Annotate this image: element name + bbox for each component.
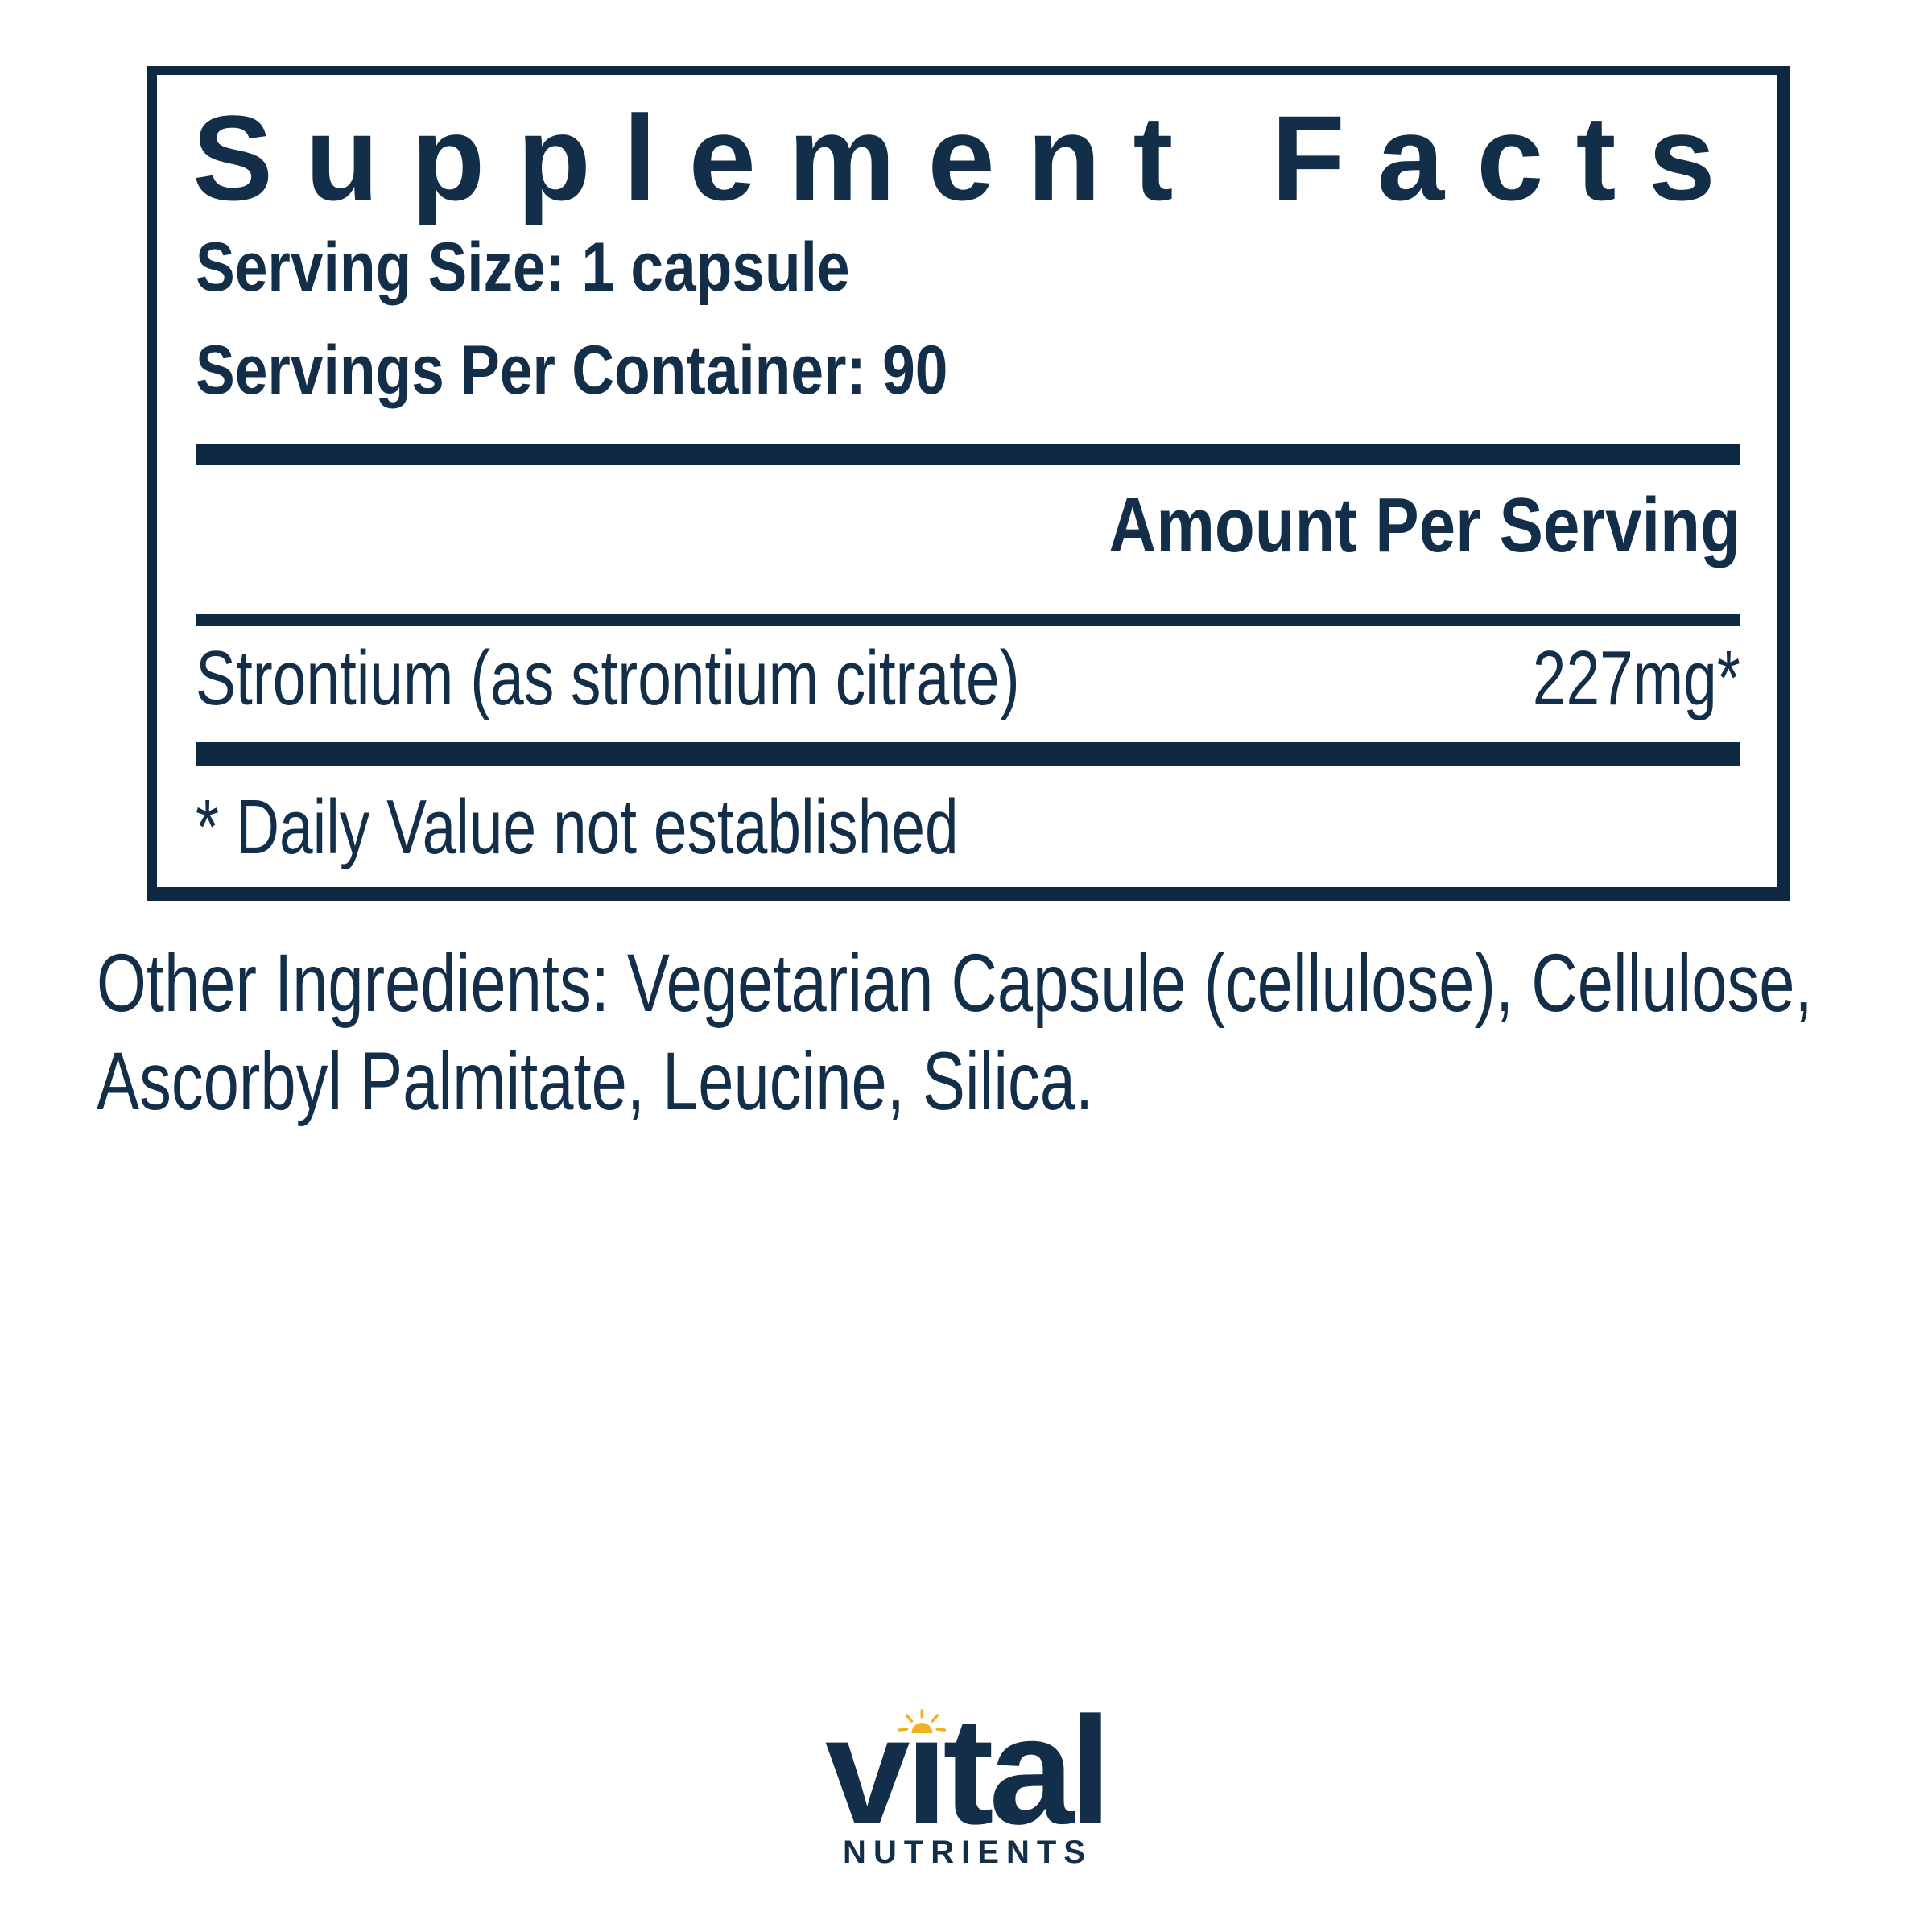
divider-thick-top xyxy=(196,444,1740,465)
daily-value-footnote: * Daily Value not established xyxy=(196,784,959,870)
nutrient-name: Strontium (as strontium citrate) xyxy=(196,635,1020,721)
other-ingredients-line-1: Other Ingredients: Vegetarian Capsule (c… xyxy=(97,937,1813,1029)
sun-icon xyxy=(898,1709,947,1733)
amount-per-serving-header: Amount Per Serving xyxy=(1108,482,1740,568)
wordmark-post: tal xyxy=(943,1686,1112,1856)
wordmark-i: ı xyxy=(898,1695,947,1847)
divider-thin xyxy=(196,614,1740,626)
nutrient-amount: 227mg* xyxy=(1532,635,1740,721)
divider-thick-bottom xyxy=(196,742,1740,766)
other-ingredients-line-2: Ascorbyl Palmitate, Leucine, Silica. xyxy=(97,1035,1094,1127)
brand-logo: v ı tal NUTRIENTS xyxy=(824,1686,1112,1870)
wordmark-pre: v xyxy=(824,1686,910,1856)
serving-size-line: Serving Size: 1 capsule xyxy=(196,229,850,306)
servings-per-container-line: Servings Per Container: 90 xyxy=(196,332,948,409)
brand-caption: NUTRIENTS xyxy=(843,1835,1092,1870)
brand-wordmark: v ı tal xyxy=(824,1686,1112,1856)
panel-title: Supplement Facts xyxy=(192,90,1748,225)
supplement-facts-panel: Supplement Facts Serving Size: 1 capsule… xyxy=(147,66,1790,901)
